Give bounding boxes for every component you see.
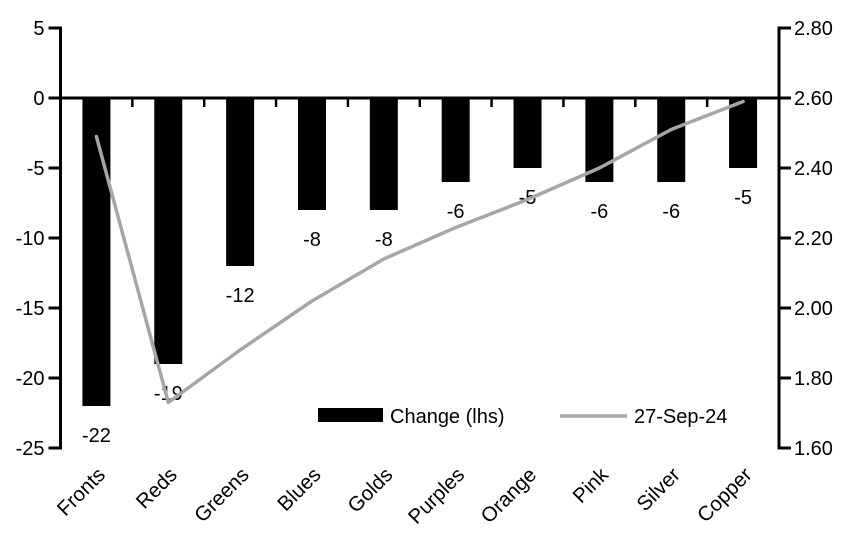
- category-label-silver: Silver: [632, 463, 685, 516]
- right-axis-tick-label: 1.60: [794, 438, 833, 460]
- legend-swatch-change-bar: [318, 408, 383, 422]
- bar-change-blues: [297, 98, 326, 210]
- legend-label-27-sep-24: 27-Sep-24: [634, 406, 727, 428]
- category-label-greens: Greens: [190, 463, 254, 527]
- right-axis-tick-label: 2.40: [794, 158, 833, 180]
- right-axis-tick-label: 2.00: [794, 298, 833, 320]
- left-axis-tick-label: -5: [27, 158, 45, 180]
- bar-data-label: -6: [447, 201, 465, 223]
- bar-change-orange: [513, 98, 542, 168]
- category-label-orange: Orange: [476, 463, 541, 528]
- bar-data-label: -22: [82, 425, 111, 447]
- legend-label-change: Change (lhs): [390, 406, 505, 428]
- right-axis-tick-label: 2.80: [794, 18, 833, 40]
- bar-change-reds: [154, 98, 183, 364]
- bar-data-label: -12: [226, 285, 255, 307]
- bar-change-greens: [226, 98, 255, 266]
- category-label-blues: Blues: [273, 463, 326, 516]
- left-axis-tick-label: 0: [33, 88, 44, 110]
- bar-data-label: -6: [590, 201, 608, 223]
- bar-data-label: -5: [734, 187, 752, 209]
- left-axis-tick-label: -25: [16, 438, 45, 460]
- right-axis-tick-label: 2.20: [794, 228, 833, 250]
- category-label-purples: Purples: [404, 463, 469, 528]
- category-label-pink: Pink: [568, 463, 613, 508]
- right-axis-tick-label: 2.60: [794, 88, 833, 110]
- bar-data-label: -6: [662, 201, 680, 223]
- category-label-golds: Golds: [343, 463, 397, 517]
- bar-change-purples: [441, 98, 470, 182]
- left-axis-tick-label: 5: [33, 18, 44, 40]
- bar-data-label: -8: [303, 229, 321, 251]
- bar-change-silver: [657, 98, 686, 182]
- bar-change-fronts: [82, 98, 111, 406]
- left-axis-tick-label: -10: [16, 228, 45, 250]
- left-axis-tick-label: -20: [16, 368, 45, 390]
- category-label-copper: Copper: [693, 463, 757, 527]
- right-axis-tick-label: 1.80: [794, 368, 833, 390]
- left-axis-tick-label: -15: [16, 298, 45, 320]
- line-27-sep-24: [94, 99, 745, 405]
- category-label-fronts: Fronts: [53, 463, 110, 520]
- bar-change-golds: [369, 98, 398, 210]
- bar-data-label: -19: [154, 383, 183, 405]
- category-label-reds: Reds: [132, 463, 182, 513]
- bar-change-copper: [729, 98, 758, 168]
- bar-data-label: -8: [375, 229, 393, 251]
